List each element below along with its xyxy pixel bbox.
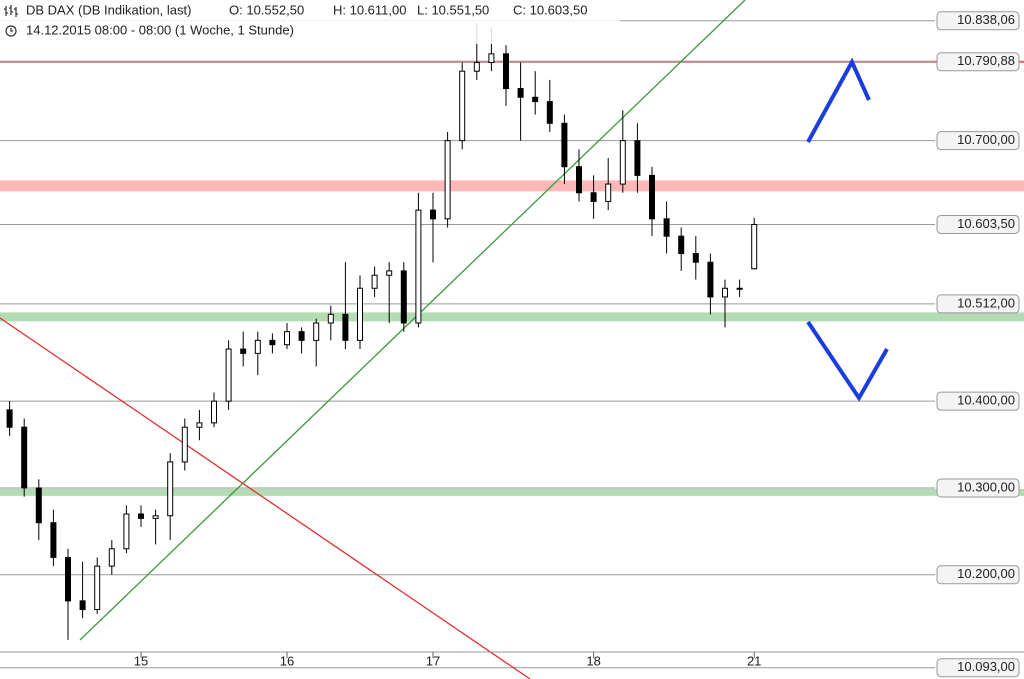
- y-tick-label: 10.603,50: [957, 216, 1015, 231]
- y-tick-box: [936, 214, 1020, 234]
- candle-body: [167, 461, 174, 517]
- candle-body: [722, 287, 728, 298]
- candle-body: [94, 565, 101, 611]
- y-tick-box: [936, 131, 1020, 151]
- clock-hands: [10, 28, 13, 32]
- trend-line-up: [79, 0, 746, 641]
- candle-body: [736, 287, 743, 290]
- candle-body: [269, 339, 276, 346]
- candle-body: [459, 70, 466, 142]
- candle-body: [313, 322, 320, 341]
- candle-body: [138, 513, 144, 519]
- candle-body: [196, 422, 203, 428]
- ohlc-low: L: 10.551,50: [417, 2, 489, 17]
- candle-body: [751, 223, 758, 270]
- y-tick-label: 10.300,00: [957, 479, 1015, 494]
- candle-body: [225, 348, 232, 402]
- trend-line-down: [0, 317, 531, 679]
- ohlc-high: H: 10.611,00: [333, 2, 406, 17]
- x-tick-label: 21: [747, 653, 761, 668]
- y-tick-label: 10.400,00: [957, 393, 1015, 408]
- candle-body: [254, 339, 261, 354]
- candle-body: [430, 209, 436, 220]
- candle-body: [211, 400, 217, 424]
- candle-body: [327, 313, 334, 324]
- candle-body: [576, 166, 582, 194]
- candle-body: [561, 122, 568, 168]
- candle-body: [415, 209, 422, 324]
- candle-body: [605, 183, 612, 202]
- ohlc-open: O: 10.552,50: [229, 2, 304, 17]
- candle-body: [6, 409, 13, 428]
- candle-body: [546, 101, 553, 124]
- candle-body: [21, 426, 28, 489]
- candle-body: [590, 192, 597, 202]
- candle-body: [400, 270, 407, 324]
- x-tick-label: 17: [426, 653, 440, 668]
- y-tick-label: 10.790,88: [957, 53, 1015, 68]
- arrow-up-drawing: [806, 57, 871, 143]
- candle-body: [692, 253, 699, 263]
- y-tick-box: [936, 294, 1020, 314]
- candle-body: [649, 174, 655, 220]
- candle-body: [123, 513, 130, 550]
- y-tick-label: 10.512,00: [957, 295, 1015, 310]
- x-tick-label: 18: [586, 653, 600, 668]
- y-tick-label: 10.838,06: [957, 12, 1015, 27]
- candle-body: [240, 348, 247, 354]
- candle-body: [50, 522, 57, 558]
- header-icons: [4, 5, 18, 37]
- y-tick-box: [936, 11, 1020, 31]
- y-tick-label: 10.700,00: [957, 132, 1015, 147]
- candle-body: [386, 270, 393, 276]
- candle-body: [65, 556, 71, 602]
- x-tick-label: 16: [280, 653, 294, 668]
- candle-body: [342, 313, 349, 341]
- y-tick-label: 10.093,00: [957, 659, 1015, 674]
- candle-body: [181, 426, 188, 463]
- arrow-down-drawing: [806, 320, 889, 402]
- y-tick-box: [936, 391, 1020, 411]
- ohlc-close: C: 10.603,50: [513, 2, 587, 17]
- y-tick-box: [936, 565, 1020, 585]
- candle-body: [108, 548, 115, 567]
- candle-body: [634, 140, 641, 176]
- candle-body: [707, 261, 714, 298]
- candle-body: [35, 487, 42, 524]
- candle-body: [663, 218, 670, 237]
- y-tick-box: [936, 658, 1020, 678]
- chart-subtitle: 14.12.2015 08:00 - 08:00 (1 Woche, 1 Stu…: [26, 22, 294, 37]
- candles: [6, 23, 758, 640]
- header-background: [0, 0, 620, 44]
- candle-body: [517, 88, 524, 98]
- axis: 10.838,06 10.790,88 10.700,00 10.603,50 10.5…: [134, 11, 1020, 678]
- candle-body: [488, 53, 495, 64]
- candle-body: [503, 53, 509, 90]
- y-tick-box: [936, 52, 1020, 72]
- candle-body: [152, 515, 159, 519]
- y-tick-box: [936, 478, 1020, 498]
- candle-body: [284, 331, 290, 346]
- x-tick-label: 15: [134, 653, 148, 668]
- candle-body: [678, 235, 685, 255]
- chart-title: DB DAX (DB Indikation, last): [26, 2, 191, 17]
- candle-body: [619, 140, 626, 185]
- bars-icon: [4, 5, 18, 17]
- candle-body: [371, 274, 378, 289]
- candle-body: [532, 96, 539, 103]
- candle-body: [473, 62, 480, 72]
- y-tick-label: 10.200,00: [957, 566, 1015, 581]
- candle-body: [444, 140, 451, 220]
- clock-icon: [5, 25, 17, 37]
- candle-body: [298, 331, 305, 341]
- candle-body: [79, 600, 86, 611]
- candle-body: [357, 287, 363, 341]
